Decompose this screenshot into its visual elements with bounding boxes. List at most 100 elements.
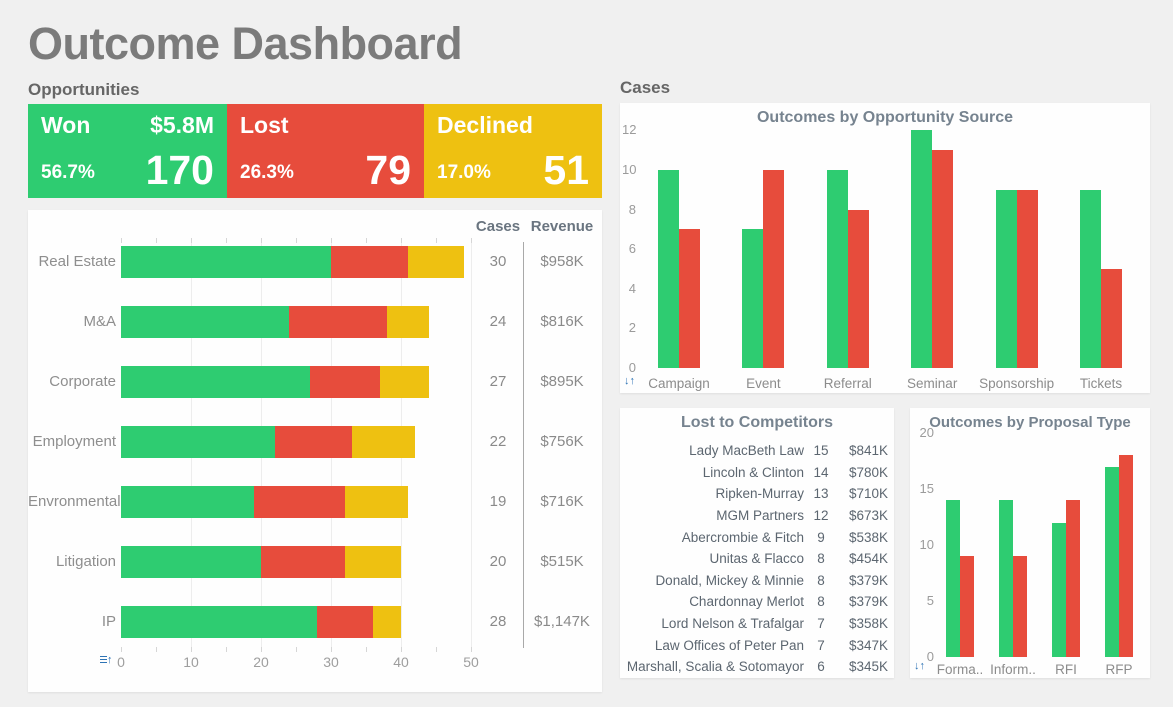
competitor-name: Unitas & Flacco [709,551,804,567]
x-category-label: RFP [1105,662,1133,677]
kpi-lost-percent: 26.3% [240,162,294,183]
bar-won-campaign[interactable] [658,170,679,368]
x-category-label: Event [746,376,781,391]
kpi-won-amount: $5.8M [150,112,214,138]
bar-segment-declined[interactable] [380,366,429,398]
column-divider [523,242,524,648]
bar-segment-lost[interactable] [331,246,408,278]
bar-won-event[interactable] [742,229,764,368]
bar-won-forma[interactable] [946,500,960,657]
kpi-declined-label: Declined [437,112,533,138]
competitor-row[interactable]: Lady MacBeth Law 15 $841K [620,440,894,462]
bar-won-tickets[interactable] [1080,189,1101,368]
x-category-label: RFI [1055,662,1077,677]
category-label: Real Estate [38,253,116,270]
bar-won-referral[interactable] [826,170,848,368]
axis-tick [436,647,437,652]
x-category-label: Campaign [648,376,710,391]
sort-toggle-icon[interactable]: ↓↑ [624,375,635,387]
competitor-name: Law Offices of Peter Pan [654,637,804,653]
bar-segment-lost[interactable] [275,426,352,458]
bar-segment-lost[interactable] [254,486,345,518]
sort-up-arrow-icon: ↑ [107,654,113,666]
competitor-row[interactable]: Lincoln & Clinton 14 $780K [620,462,894,484]
bar-segment-lost[interactable] [261,546,345,578]
axis-tick [366,647,367,652]
bar-segment-won[interactable] [121,546,261,578]
bar-lost-event[interactable] [763,170,785,368]
bar-segment-declined[interactable] [345,486,408,518]
bar-lost-inform[interactable] [1013,556,1027,657]
bar-segment-lost[interactable] [317,606,373,638]
bar-segment-declined[interactable] [373,606,401,638]
competitor-name: Abercrombie & Fitch [681,529,804,545]
sort-axis-icon[interactable]: ↑ [100,654,113,666]
bar-segment-won[interactable] [121,606,317,638]
bar-won-sponsorship[interactable] [995,189,1017,368]
axis-tick [226,647,227,652]
bar-lost-seminar[interactable] [932,150,954,368]
competitor-revenue: $347K [848,637,888,653]
revenue-value: $1,147K [534,613,590,630]
bar-segment-won[interactable] [121,486,254,518]
x-category-label: Referral [823,376,872,391]
axis-tick [331,647,332,652]
competitor-count: 8 [817,572,825,588]
revenue-value: $756K [540,433,584,450]
sort-toggle-icon[interactable]: ↓↑ [914,660,925,672]
revenue-value: $716K [540,493,584,510]
competitor-name: MGM Partners [716,508,804,524]
x-axis-label: 10 [183,654,199,670]
competitor-revenue: $673K [848,508,888,524]
kpi-card-won[interactable]: Won $5.8M 56.7% 170 [28,104,227,198]
bar-lost-tickets[interactable] [1101,269,1122,368]
competitor-row[interactable]: MGM Partners 12 $673K [620,505,894,527]
bar-segment-lost[interactable] [310,366,380,398]
bar-segment-won[interactable] [121,306,289,338]
competitor-row[interactable]: Law Offices of Peter Pan 7 $347K [620,634,894,656]
bar-segment-declined[interactable] [408,246,464,278]
bar-lost-referral[interactable] [847,209,869,368]
competitor-row[interactable]: Donald, Mickey & Minnie 8 $379K [620,570,894,592]
kpi-card-lost[interactable]: Lost 26.3% 79 [227,104,424,198]
kpi-card-declined[interactable]: Declined 17.0% 51 [424,104,602,198]
bar-lost-forma[interactable] [960,556,974,657]
competitor-row[interactable]: Lord Nelson & Trafalgar 7 $358K [620,613,894,635]
axis-tick [366,238,367,243]
axis-tick [121,238,122,243]
cases-value: 30 [489,253,507,270]
bar-won-seminar[interactable] [911,130,933,368]
competitor-row[interactable]: Chardonnay Merlot 8 $379K [620,591,894,613]
bar-segment-lost[interactable] [289,306,387,338]
category-label: M&A [83,313,116,330]
cases-section-label: Cases [620,78,671,97]
y-axis-label: 20 [919,425,934,440]
revenue-value: $816K [540,313,584,330]
bar-segment-won[interactable] [121,426,275,458]
bar-lost-rfi[interactable] [1066,500,1080,657]
competitor-row[interactable]: Unitas & Flacco 8 $454K [620,548,894,570]
competitor-revenue: $710K [848,486,888,502]
competitor-count: 12 [813,508,829,524]
bar-won-inform[interactable] [999,500,1013,657]
bar-segment-declined[interactable] [352,426,415,458]
bar-lost-campaign[interactable] [679,229,700,368]
bar-lost-rfp[interactable] [1119,455,1133,657]
bar-won-rfi[interactable] [1052,522,1066,657]
bar-segment-won[interactable] [121,246,331,278]
axis-tick [261,647,262,652]
competitor-count: 13 [813,486,829,502]
bar-won-rfp[interactable] [1105,466,1119,657]
cases-value: 28 [489,613,507,630]
competitor-row[interactable]: Marshall, Scalia & Sotomayor 6 $345K [620,656,894,678]
competitor-revenue: $454K [848,551,888,567]
bar-segment-won[interactable] [121,366,310,398]
competitor-row[interactable]: Ripken-Murray 13 $710K [620,483,894,505]
bar-lost-sponsorship[interactable] [1016,189,1038,368]
revenue-value: $515K [540,553,584,570]
bar-segment-declined[interactable] [387,306,429,338]
competitor-row[interactable]: Abercrombie & Fitch 9 $538K [620,526,894,548]
bar-segment-declined[interactable] [345,546,401,578]
axis-tick [121,647,122,652]
kpi-won-percent: 56.7% [41,162,95,183]
